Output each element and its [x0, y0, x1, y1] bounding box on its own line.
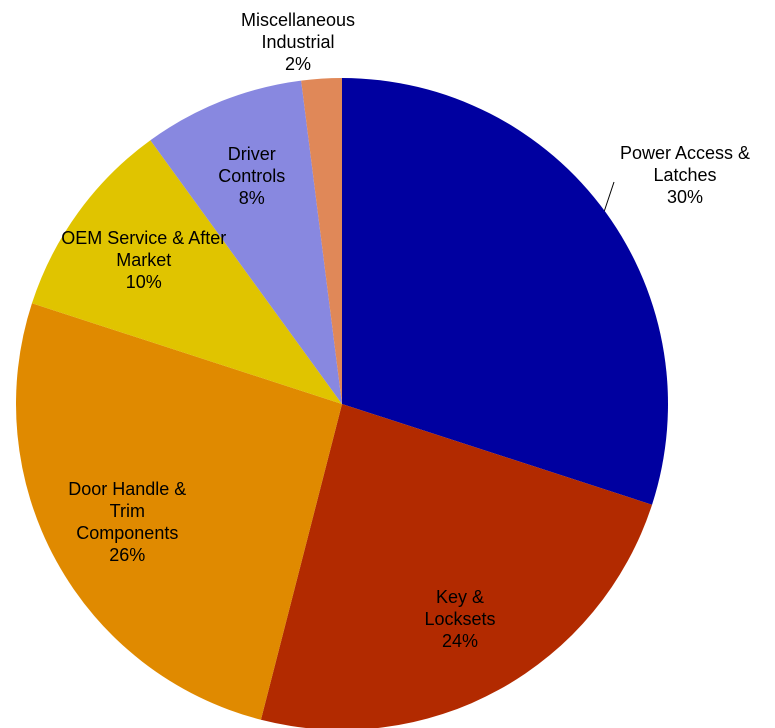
slice-label: Door Handle & Trim Components 26% — [57, 478, 197, 566]
slice-label: Power Access & Latches 30% — [610, 142, 760, 208]
pie-slice — [31, 140, 343, 405]
pie-slice — [342, 78, 668, 505]
slice-label: Key & Locksets 24% — [415, 586, 505, 652]
value-label: 30% — [666, 187, 704, 207]
slice-label: Miscellaneous Industrial 2% — [228, 9, 368, 75]
leader-line — [603, 181, 615, 213]
category-label: Key & Locksets — [424, 586, 496, 629]
value-label: 2% — [284, 54, 311, 74]
slice-label: Driver Controls 8% — [207, 143, 297, 209]
value-label: 26% — [109, 545, 146, 566]
category-label: Miscellaneous Industrial — [240, 10, 356, 52]
value-label: 8% — [238, 188, 265, 209]
pie-slice — [301, 78, 342, 404]
category-label: Door Handle & Trim Components — [68, 479, 187, 544]
value-label: 10% — [125, 271, 162, 292]
slice-label: OEM Service & After Market 10% — [59, 227, 229, 293]
value-label: 24% — [442, 630, 479, 651]
pie-slice — [15, 303, 343, 720]
pie-slice — [150, 80, 342, 404]
category-label: OEM Service & After Market — [61, 227, 227, 270]
category-label: Power Access & Latches — [619, 143, 751, 185]
pie-slice — [260, 404, 653, 728]
category-label: Driver Controls — [218, 144, 286, 187]
